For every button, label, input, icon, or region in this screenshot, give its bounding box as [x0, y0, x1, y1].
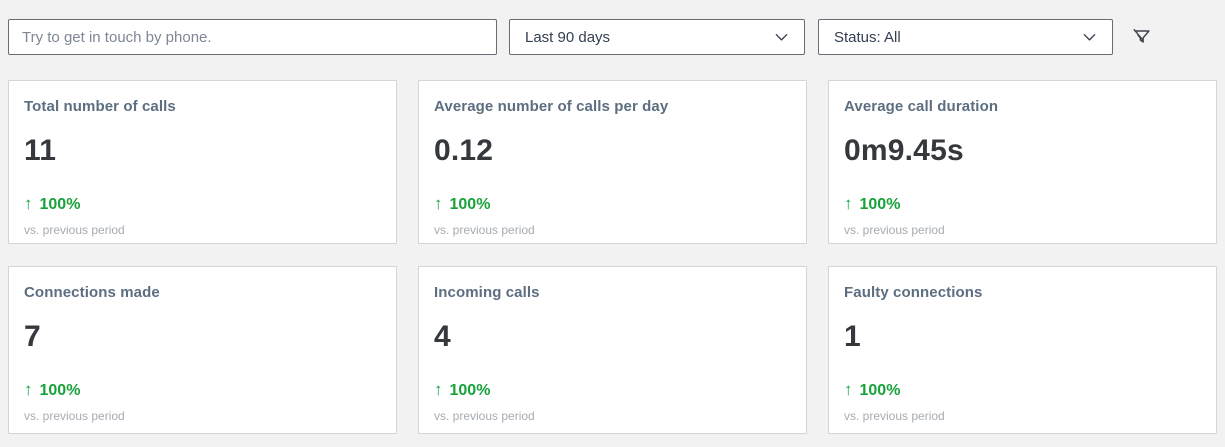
chevron-down-icon — [775, 33, 788, 41]
delta-percent: 100% — [859, 382, 901, 399]
card-delta: ↑ 100% — [434, 380, 791, 400]
clear-filters-button[interactable] — [1129, 24, 1155, 50]
card-value: 11 — [24, 134, 57, 167]
arrow-up-icon: ↑ — [844, 380, 853, 399]
card-title: Average number of calls per day — [434, 98, 669, 115]
stat-card-total-calls: Total number of calls 11 ↑ 100% vs. prev… — [8, 80, 397, 244]
card-delta: ↑ 100% — [844, 194, 1201, 214]
card-title: Total number of calls — [24, 98, 176, 115]
stat-card-avg-calls-per-day: Average number of calls per day 0.12 ↑ 1… — [418, 80, 807, 244]
stat-card-faulty-connections: Faulty connections 1 ↑ 100% vs. previous… — [828, 266, 1217, 434]
arrow-up-icon: ↑ — [434, 194, 443, 213]
delta-percent: 100% — [859, 196, 901, 213]
arrow-up-icon: ↑ — [434, 380, 443, 399]
delta-percent: 100% — [449, 196, 491, 213]
card-value: 0m9.45s — [844, 134, 964, 167]
comparison-label: vs. previous period — [434, 223, 535, 237]
card-value: 0.12 — [434, 134, 494, 167]
card-title: Connections made — [24, 284, 160, 301]
card-delta: ↑ 100% — [844, 380, 1201, 400]
stats-card-grid: Total number of calls 11 ↑ 100% vs. prev… — [8, 80, 1217, 434]
card-title: Average call duration — [844, 98, 999, 115]
delta-percent: 100% — [39, 382, 81, 399]
stat-card-incoming-calls: Incoming calls 4 ↑ 100% vs. previous per… — [418, 266, 807, 434]
period-dropdown[interactable]: Last 90 days — [509, 19, 805, 55]
stat-card-connections-made: Connections made 7 ↑ 100% vs. previous p… — [8, 266, 397, 434]
filter-toolbar: Last 90 days Status: All — [0, 0, 1225, 55]
card-value: 7 — [24, 320, 41, 353]
arrow-up-icon: ↑ — [24, 194, 33, 213]
search-input[interactable] — [8, 19, 497, 55]
card-value: 1 — [844, 320, 861, 353]
delta-percent: 100% — [449, 382, 491, 399]
status-dropdown-value: Status: All — [834, 28, 901, 46]
card-title: Faulty connections — [844, 284, 983, 301]
status-dropdown[interactable]: Status: All — [818, 19, 1113, 55]
card-delta: ↑ 100% — [434, 194, 791, 214]
chevron-down-icon — [1083, 33, 1096, 41]
card-delta: ↑ 100% — [24, 194, 381, 214]
comparison-label: vs. previous period — [844, 409, 945, 423]
comparison-label: vs. previous period — [24, 223, 125, 237]
comparison-label: vs. previous period — [434, 409, 535, 423]
filter-off-icon — [1133, 28, 1150, 43]
arrow-up-icon: ↑ — [844, 194, 853, 213]
comparison-label: vs. previous period — [844, 223, 945, 237]
card-title: Incoming calls — [434, 284, 540, 301]
arrow-up-icon: ↑ — [24, 380, 33, 399]
card-value: 4 — [434, 320, 451, 353]
period-dropdown-value: Last 90 days — [525, 28, 611, 46]
stat-card-avg-call-duration: Average call duration 0m9.45s ↑ 100% vs.… — [828, 80, 1217, 244]
comparison-label: vs. previous period — [24, 409, 125, 423]
delta-percent: 100% — [39, 196, 81, 213]
card-delta: ↑ 100% — [24, 380, 381, 400]
